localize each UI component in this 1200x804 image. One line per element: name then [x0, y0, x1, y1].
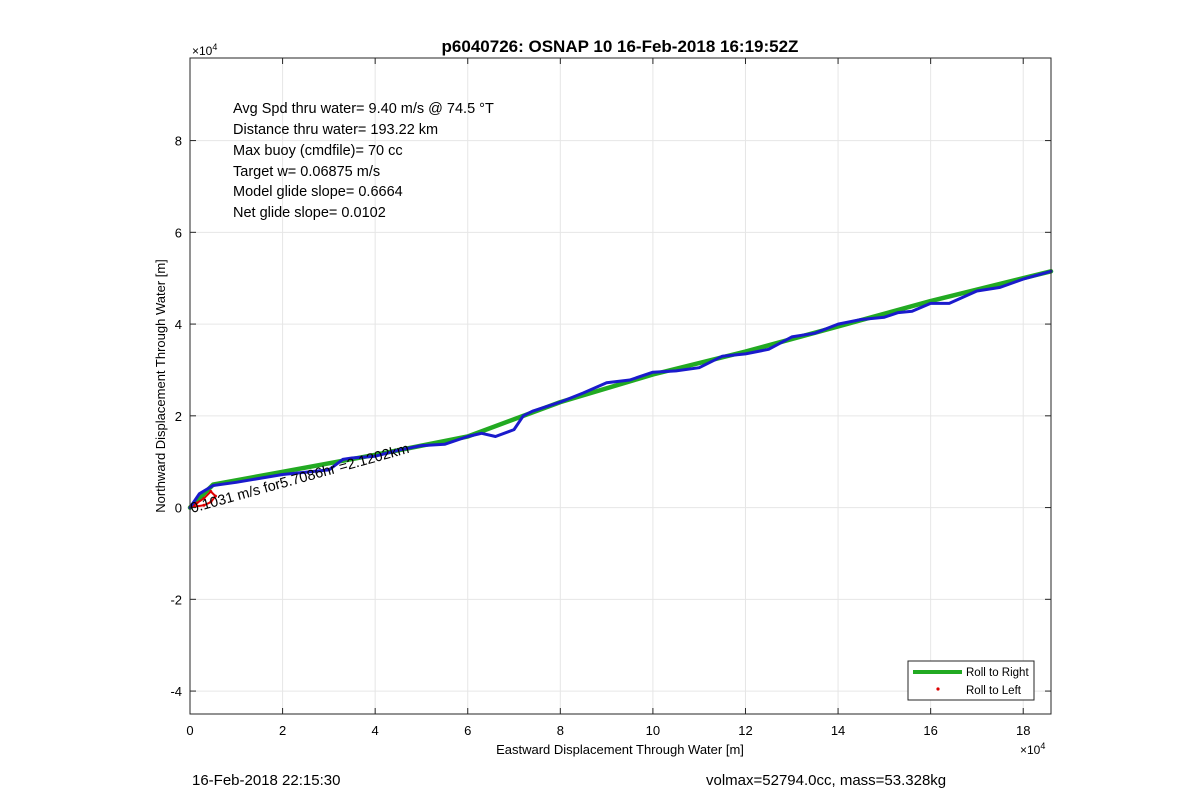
x-tick-label: 18: [1016, 723, 1030, 738]
stats-line-net-glide: Net glide slope= 0.0102: [233, 205, 386, 221]
x-axis-label: Eastward Displacement Through Water [m]: [496, 742, 744, 757]
y-multiplier-base: ×10: [192, 44, 213, 58]
roll-left-point: [213, 494, 217, 498]
stats-line-speed: Avg Spd thru water= 9.40 m/s @ 74.5 °T: [233, 101, 494, 117]
x-tick-label: 8: [557, 723, 564, 738]
footer-timestamp: 16-Feb-2018 22:15:30: [192, 772, 341, 789]
y-tick-label: 2: [175, 409, 182, 424]
x-tick-label: 16: [923, 723, 937, 738]
legend-box: [907, 660, 1035, 701]
y-multiplier-exp: 4: [212, 42, 217, 52]
legend-label-roll-left: Roll to Left: [966, 685, 1022, 697]
stats-line-model-glide: Model glide slope= 0.6664: [233, 184, 403, 200]
stats-block: Avg Spd thru water= 9.40 m/s @ 74.5 °T D…: [233, 101, 494, 221]
roll-left-point: [202, 496, 206, 500]
roll-left-point: [209, 500, 213, 504]
y-tick-label: 0: [175, 501, 182, 516]
x-multiplier-base: ×10: [1020, 743, 1041, 757]
roll-left-point: [209, 490, 213, 494]
legend-label-roll-right: Roll to Right: [966, 667, 1029, 679]
footer-mass-info: volmax=52794.0cc, mass=53.328kg: [706, 772, 947, 789]
series-layer: [187, 269, 1054, 510]
plot-frame: [189, 57, 1052, 715]
y-multiplier: ×104: [192, 42, 217, 58]
y-axis-label: Northward Displacement Through Water [m]: [153, 259, 168, 513]
chart-title: p6040726: OSNAP 10 16-Feb-2018 16:19:52Z: [442, 37, 799, 56]
x-tick-label: 10: [646, 723, 660, 738]
y-tick-label: 6: [175, 225, 182, 240]
stats-line-max-buoy: Max buoy (cmdfile)= 70 cc: [233, 143, 403, 159]
x-tick-label: 14: [831, 723, 845, 738]
x-multiplier: ×104: [1020, 741, 1045, 757]
x-tick-label: 6: [464, 723, 471, 738]
x-tick-label: 4: [372, 723, 379, 738]
legend: Roll to Right Roll to Left: [907, 660, 1035, 701]
y-tick-label: -4: [170, 684, 182, 699]
y-tick-label: 4: [175, 317, 182, 332]
stats-line-distance: Distance thru water= 193.22 km: [233, 122, 438, 138]
stats-line-target-w: Target w= 0.06875 m/s: [233, 164, 380, 180]
legend-swatch-roll-left: [936, 687, 940, 691]
x-multiplier-exp: 4: [1040, 741, 1045, 751]
roll-left-point: [202, 503, 206, 507]
y-tick-label: -2: [170, 592, 182, 607]
x-tick-label: 0: [186, 723, 193, 738]
ticks: 0 2 4 6 8 10 12 14 16 18 -4 -2 0 2 4 6 8: [170, 58, 1051, 738]
series-track-line: [188, 269, 1053, 510]
y-tick-label: 8: [175, 134, 182, 149]
x-tick-label: 2: [279, 723, 286, 738]
roll-left-point: [195, 501, 199, 505]
x-tick-label: 12: [738, 723, 752, 738]
